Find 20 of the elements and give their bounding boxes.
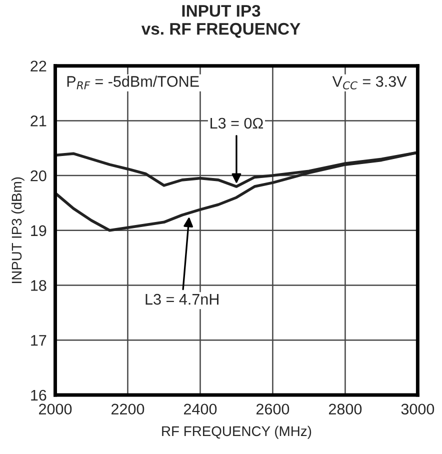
y-tick-label: 17: [31, 335, 46, 346]
x-tick-label: 2600: [256, 404, 290, 415]
x-tick-label: 2400: [184, 404, 217, 415]
y-tick-label: 20: [30, 170, 46, 182]
annotation: V$_{CC}$ = 3.3V: [332, 76, 407, 90]
x-tick-label: 2800: [328, 404, 362, 415]
x-tick-label: 3000: [401, 404, 434, 415]
y-tick-label: 18: [31, 280, 46, 291]
y-tick-label: 21: [30, 116, 46, 126]
annotation: L3 = 4.7nH: [146, 294, 218, 305]
y-axis-title: INPUT IP3 (dBm): [11, 177, 24, 284]
annotation: P$_{RF}$ = -5dBm/TONE: [67, 76, 199, 90]
x-axis-title: RF FREQUENCY (MHz): [162, 426, 312, 439]
y-tick-label: 16: [31, 390, 46, 401]
chart-title: INPUT IP3 vs. RF FREQUENCY: [141, 4, 300, 38]
x-tick-label: 2000: [39, 404, 72, 415]
y-tick-label: 22: [30, 60, 46, 72]
x-tick-label: 2200: [112, 404, 144, 415]
y-tick-label: 19: [31, 225, 46, 236]
annotation: L3 = 0Ω: [210, 118, 263, 129]
